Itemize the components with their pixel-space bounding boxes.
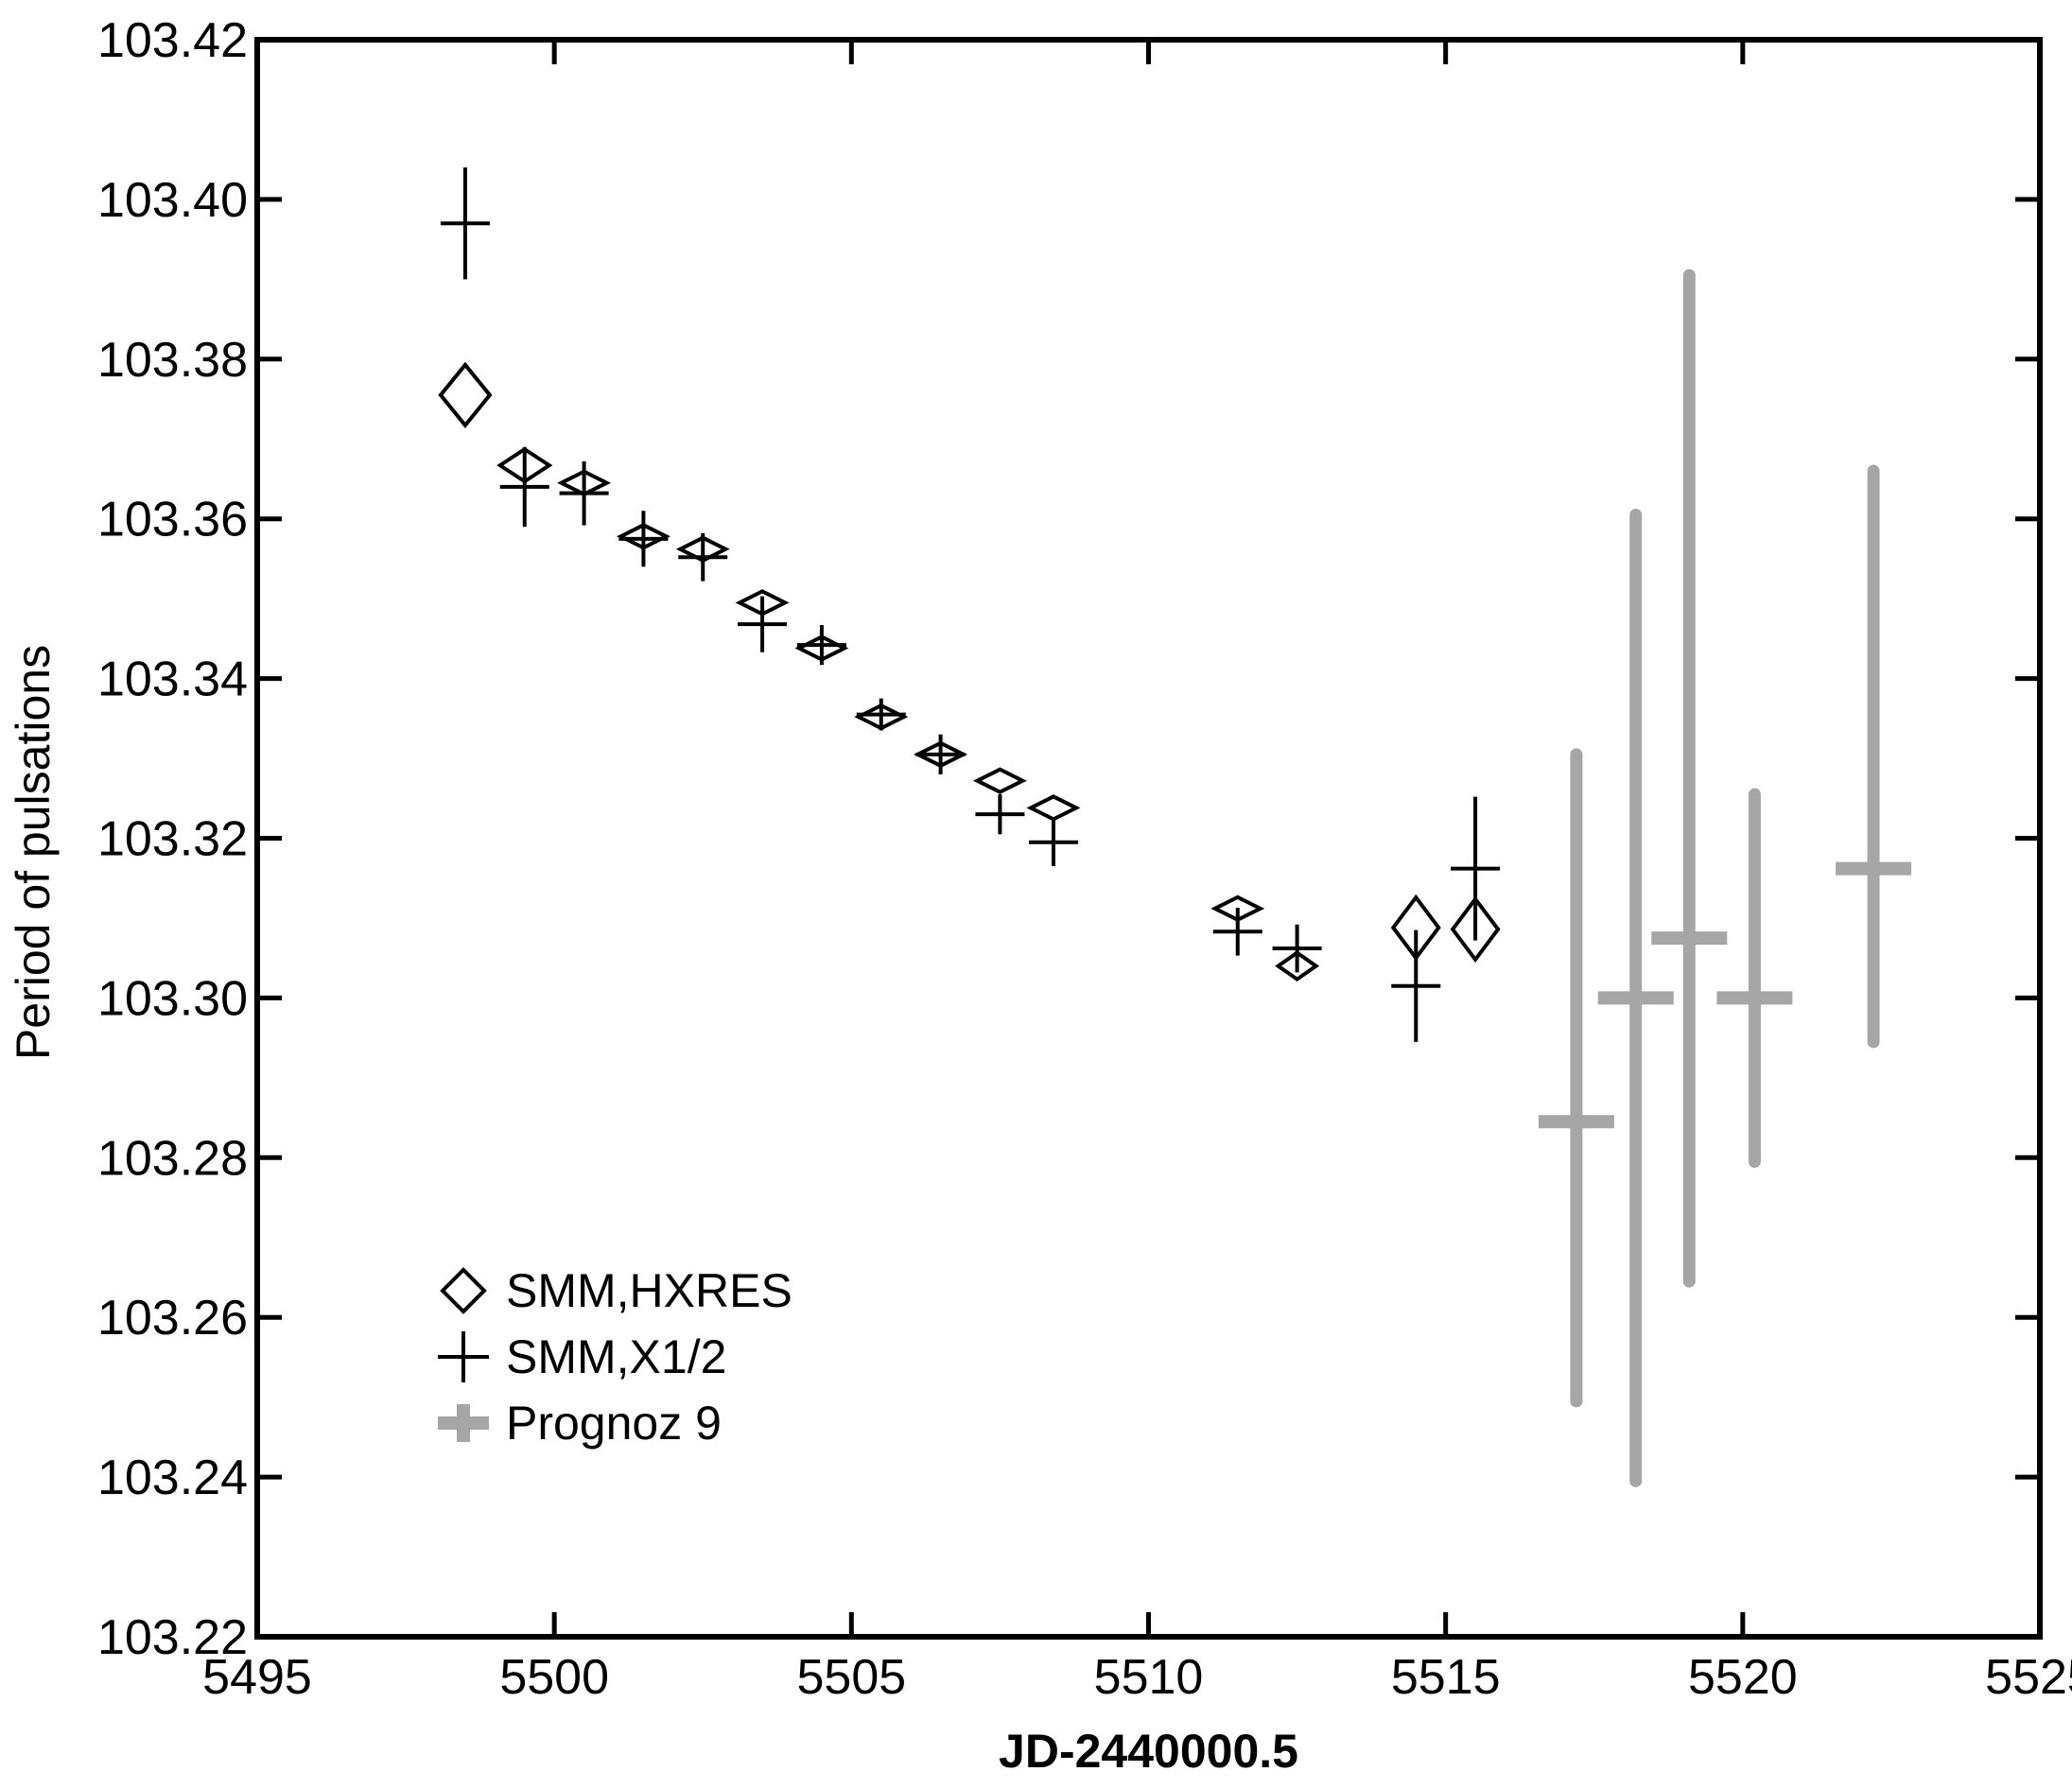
smm-hxres-point <box>735 589 790 617</box>
legend-diamond-marker <box>440 1267 487 1314</box>
smm-hxres-point <box>1210 894 1265 923</box>
smm-hxres-point <box>1390 894 1441 962</box>
x-tick-label: 5525 <box>1985 1650 2072 1705</box>
legend: SMM,HXRES SMM,X1/2 Prognoz 9 <box>438 1264 792 1450</box>
y-tick-label: 103.26 <box>97 1291 248 1346</box>
x-tick-label: 5510 <box>1094 1650 1204 1705</box>
x-tick-label: 5500 <box>499 1650 609 1705</box>
x-axis-title: JD-2440000.5 <box>999 1725 1298 1778</box>
y-tick-label: 103.36 <box>97 493 248 547</box>
legend-plus-marker <box>438 1331 489 1382</box>
y-tick-label: 103.42 <box>97 13 248 68</box>
y-tick-label: 103.32 <box>97 812 248 867</box>
axis-tick-labels: 103.22 103.24 103.26 103.28 103.30 103.32 103.… <box>97 13 2072 1705</box>
legend-label-smm-x1-2: SMM,X1/2 <box>506 1330 726 1383</box>
data-marks <box>438 167 1912 1487</box>
y-tick-label: 103.38 <box>97 333 248 388</box>
x-tick-label: 5495 <box>202 1650 312 1705</box>
smm-hxres-point <box>438 361 493 428</box>
y-axis-title: Period of pulsations <box>7 645 60 1060</box>
legend-label-smm-hxres: SMM,HXRES <box>506 1264 792 1317</box>
smm-hxres-point <box>557 469 612 496</box>
legend-item-smm-hxres: SMM,HXRES <box>440 1264 792 1317</box>
smm-hxres-point <box>854 703 909 731</box>
smm-hxres-point <box>972 767 1027 794</box>
axis-ticks <box>254 37 2043 1640</box>
smm-hxres-point <box>1275 950 1320 982</box>
legend-thick-plus-marker <box>438 1404 489 1442</box>
y-tick-label: 103.40 <box>97 173 248 228</box>
smm-hxres-point <box>1450 895 1501 964</box>
y-tick-label: 103.24 <box>97 1450 248 1505</box>
smm-hxres-point <box>496 446 553 484</box>
x-tick-label: 5515 <box>1391 1650 1501 1705</box>
legend-item-smm-x1-2: SMM,X1/2 <box>438 1330 726 1383</box>
y-tick-label: 103.22 <box>97 1610 248 1665</box>
smm-hxres-point <box>616 523 670 550</box>
smm-hxres-point <box>794 634 849 662</box>
x-tick-label: 5520 <box>1688 1650 1798 1705</box>
legend-item-prognoz-9: Prognoz 9 <box>438 1397 722 1450</box>
legend-label-prognoz-9: Prognoz 9 <box>506 1397 722 1450</box>
y-tick-label: 103.34 <box>97 652 248 707</box>
y-tick-label: 103.28 <box>97 1131 248 1186</box>
y-tick-label: 103.30 <box>97 971 248 1026</box>
smm-hxres-point <box>1026 794 1081 822</box>
x-tick-label: 5505 <box>796 1650 906 1705</box>
